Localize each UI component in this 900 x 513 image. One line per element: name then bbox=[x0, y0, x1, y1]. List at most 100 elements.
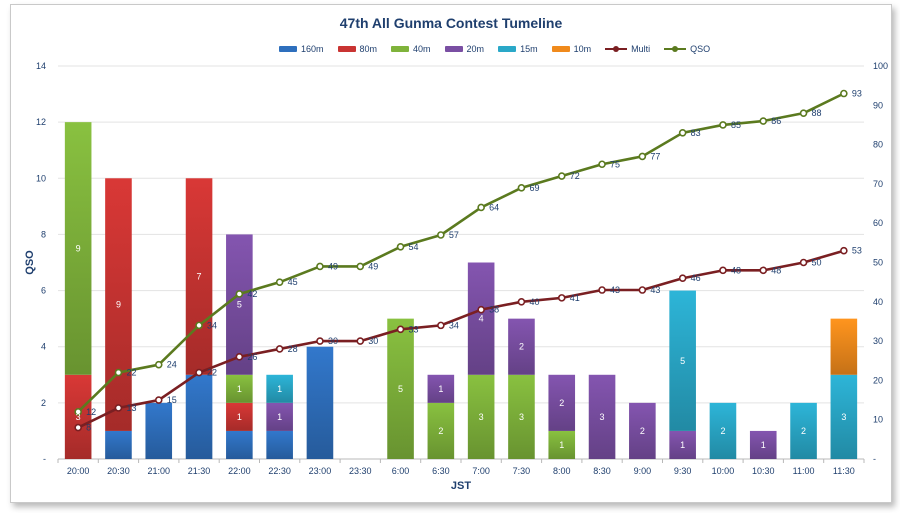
point-Multi bbox=[719, 266, 727, 275]
point-Multi bbox=[154, 396, 163, 404]
point-Multi bbox=[678, 274, 687, 283]
y2-tick-label: 100 bbox=[873, 61, 888, 71]
x-tick-label: 8:00 bbox=[553, 466, 571, 476]
point-QSO bbox=[719, 121, 727, 129]
point-QSO bbox=[396, 242, 405, 251]
point-Multi bbox=[759, 266, 768, 275]
legend-item-80m: 80m bbox=[337, 44, 377, 54]
bar-20m-9:00 bbox=[629, 402, 656, 459]
point-label-QSO: 93 bbox=[852, 89, 862, 99]
point-label-Multi: 48 bbox=[731, 265, 741, 275]
point-label-Multi: 43 bbox=[650, 285, 660, 295]
bar-label: 2 bbox=[801, 426, 806, 436]
point-label-QSO: 75 bbox=[610, 159, 620, 169]
legend-label: QSO bbox=[690, 44, 711, 54]
point-label-QSO: 24 bbox=[167, 360, 177, 370]
series-line-QSO bbox=[77, 92, 845, 413]
point-label-Multi: 26 bbox=[247, 352, 257, 362]
bar-label: 2 bbox=[438, 426, 443, 436]
point-label-QSO: 83 bbox=[691, 128, 701, 138]
bar-label: 4 bbox=[479, 314, 484, 324]
x-tick-label: 23:00 bbox=[309, 466, 332, 476]
legend-swatch bbox=[279, 46, 297, 52]
x-tick-label: 11:30 bbox=[833, 466, 855, 476]
y2-tick-label: 30 bbox=[873, 336, 883, 346]
point-QSO bbox=[517, 184, 526, 192]
bar-label: 3 bbox=[479, 412, 484, 422]
bar-20m-22:30 bbox=[266, 402, 293, 431]
bar-40m-8:00 bbox=[548, 430, 576, 459]
legend-marker bbox=[613, 46, 620, 52]
legend-label: 20m bbox=[466, 44, 485, 54]
x-tick-label: 9:00 bbox=[634, 466, 652, 476]
x-tick-label: 6:00 bbox=[392, 466, 410, 476]
point-Multi bbox=[598, 286, 606, 294]
point-QSO bbox=[316, 262, 324, 271]
x-axis-label: JST bbox=[451, 480, 471, 492]
bar-80m-21:30 bbox=[185, 178, 213, 375]
chart-title: 47th All Gunma Contest Tumeline bbox=[339, 15, 563, 31]
point-Multi bbox=[275, 345, 284, 353]
y-tick-label: 8 bbox=[41, 229, 46, 239]
legend-item-40m: 40m bbox=[391, 44, 431, 54]
point-label-QSO: 86 bbox=[771, 116, 781, 126]
bar-20m-7:00 bbox=[467, 262, 495, 375]
legend-item-10m: 10m bbox=[551, 44, 592, 54]
x-tick-label: 6:30 bbox=[432, 466, 450, 476]
bar-label: 2 bbox=[559, 398, 564, 408]
point-QSO bbox=[477, 203, 485, 212]
point-label-Multi: 50 bbox=[812, 258, 822, 268]
y2-tick-label: 20 bbox=[873, 375, 883, 385]
point-QSO bbox=[356, 262, 365, 271]
x-tick-label: 20:30 bbox=[107, 466, 130, 476]
point-label-Multi: 30 bbox=[328, 336, 338, 346]
legend-swatch bbox=[551, 46, 570, 52]
point-Multi bbox=[195, 368, 203, 377]
point-label-QSO: 64 bbox=[489, 202, 499, 212]
bar-label: 7 bbox=[197, 272, 202, 282]
point-Multi bbox=[396, 325, 405, 334]
bar-160m-23:00 bbox=[306, 346, 334, 459]
y-axis-label: QSO bbox=[24, 250, 36, 275]
point-Multi bbox=[74, 423, 82, 432]
point-label-Multi: 30 bbox=[368, 336, 378, 346]
point-QSO bbox=[154, 360, 163, 369]
point-label-Multi: 53 bbox=[852, 246, 862, 256]
point-Multi bbox=[638, 286, 647, 294]
y2-tick-label: 50 bbox=[873, 258, 883, 268]
legend-swatch bbox=[498, 46, 517, 52]
point-label-QSO: 45 bbox=[288, 277, 298, 287]
bar-label: 3 bbox=[519, 412, 524, 422]
y-tick-label: 6 bbox=[41, 286, 46, 296]
point-label-Multi: 48 bbox=[771, 265, 781, 275]
bar-label: 9 bbox=[76, 243, 81, 253]
bar-160m-21:00 bbox=[145, 402, 173, 459]
point-Multi bbox=[235, 353, 244, 361]
point-label-QSO: 57 bbox=[449, 230, 459, 240]
point-label-Multi: 8 bbox=[86, 423, 91, 433]
y2-tick-label: 80 bbox=[873, 140, 883, 150]
point-QSO bbox=[840, 89, 848, 98]
bar-15m-10:00 bbox=[709, 402, 737, 459]
legend-swatch bbox=[391, 46, 410, 52]
bar-20m-8:00 bbox=[548, 374, 576, 431]
y-tick-label: 12 bbox=[36, 117, 46, 127]
y-tick-label: 2 bbox=[41, 398, 46, 408]
point-label-QSO: 69 bbox=[529, 183, 539, 193]
bar-160m-22:00 bbox=[226, 430, 253, 459]
legend-label: 10m bbox=[573, 44, 592, 54]
point-QSO bbox=[638, 152, 647, 161]
point-Multi bbox=[840, 246, 848, 255]
point-QSO bbox=[74, 408, 82, 416]
y-tick-label: 4 bbox=[41, 342, 46, 352]
series-line-Multi bbox=[77, 249, 845, 429]
bar-80m-20:30 bbox=[105, 178, 132, 431]
bar-label: 1 bbox=[438, 384, 443, 394]
bar-20m-7:30 bbox=[508, 318, 535, 375]
y2-tick-label: 70 bbox=[873, 179, 883, 189]
point-label-QSO: 77 bbox=[650, 151, 660, 161]
bar-20m-8:30 bbox=[588, 374, 616, 459]
point-Multi bbox=[114, 404, 123, 412]
point-QSO bbox=[759, 117, 768, 125]
point-Multi bbox=[557, 294, 566, 302]
